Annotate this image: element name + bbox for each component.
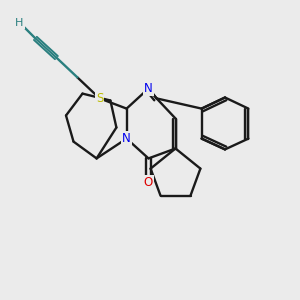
- Text: H: H: [15, 17, 24, 28]
- Text: N: N: [144, 82, 153, 95]
- Text: O: O: [144, 176, 153, 190]
- Text: N: N: [122, 132, 131, 145]
- Text: S: S: [96, 92, 103, 105]
